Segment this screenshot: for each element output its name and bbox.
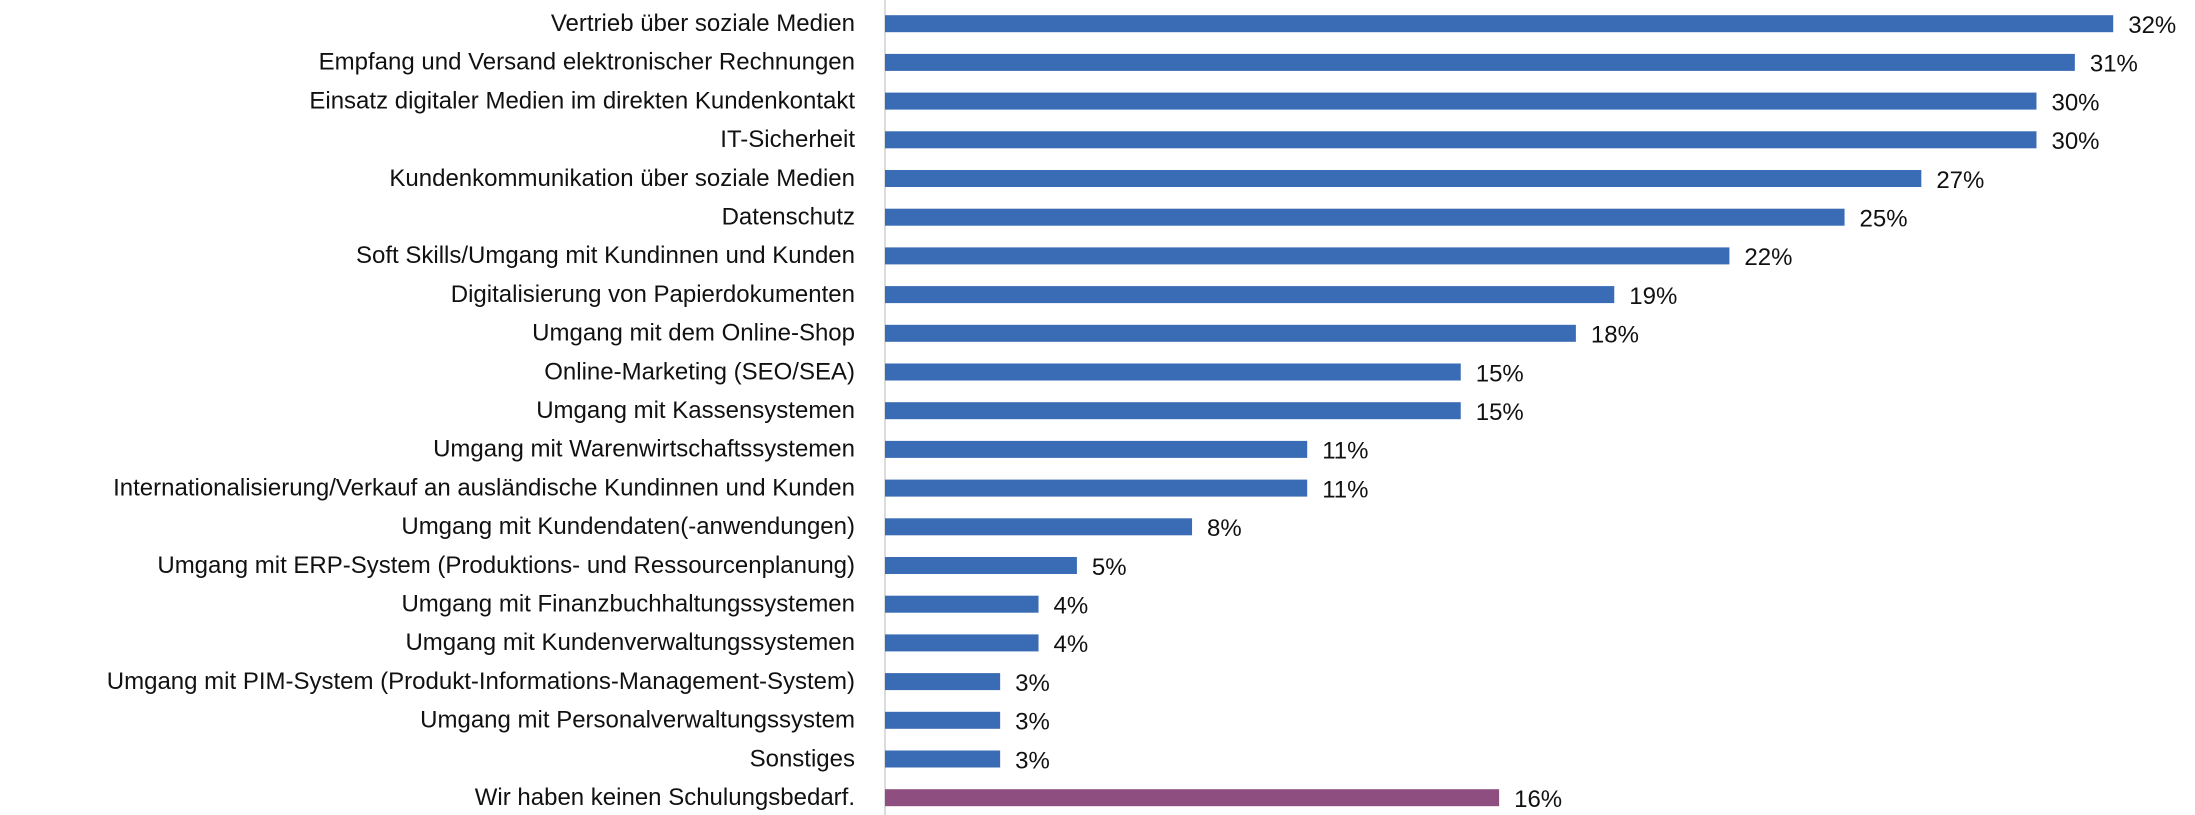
- category-label: Digitalisierung von Papierdokumenten: [451, 281, 855, 308]
- bar: [885, 247, 1730, 265]
- category-label: Kundenkommunikation über soziale Medien: [389, 165, 855, 192]
- bar: [885, 479, 1308, 497]
- bar: [885, 208, 1845, 226]
- value-label: 4%: [1054, 631, 1089, 658]
- bar: [885, 92, 2037, 110]
- value-label: 19%: [1629, 283, 1677, 310]
- bar: [885, 711, 1001, 729]
- category-label: Umgang mit ERP-System (Produktions- und …: [157, 552, 855, 579]
- bar: [885, 286, 1615, 304]
- bar: [885, 363, 1461, 381]
- category-label: Soft Skills/Umgang mit Kundinnen und Kun…: [356, 242, 855, 269]
- value-label: 25%: [1860, 206, 1908, 233]
- bar: [885, 402, 1461, 420]
- value-label: 32%: [2128, 12, 2176, 39]
- category-label: Umgang mit Personalverwaltungssystem: [420, 707, 855, 734]
- category-label: Datenschutz: [722, 204, 855, 231]
- value-label: 5%: [1092, 554, 1127, 581]
- value-label: 8%: [1207, 515, 1242, 542]
- bar: [885, 789, 1500, 807]
- bar: [885, 557, 1077, 574]
- value-label: 18%: [1591, 322, 1639, 349]
- value-label: 3%: [1015, 747, 1050, 774]
- category-label: Wir haben keinen Schulungsbedarf.: [475, 784, 855, 811]
- category-label: Umgang mit dem Online-Shop: [532, 320, 855, 347]
- category-label: Umgang mit Finanzbuchhaltungssystemen: [401, 591, 855, 618]
- bar: [885, 440, 1308, 458]
- value-label: 30%: [2051, 128, 2099, 155]
- category-label: Online-Marketing (SEO/SEA): [544, 358, 855, 385]
- category-label: Vertrieb über soziale Medien: [551, 10, 855, 37]
- bar: [885, 53, 2075, 71]
- value-label: 11%: [1322, 476, 1368, 503]
- category-label: IT-Sicherheit: [720, 126, 855, 153]
- category-label: Umgang mit Kundenverwaltungssystemen: [405, 629, 855, 656]
- category-label: Umgang mit PIM-System (Produkt-Informati…: [107, 668, 855, 695]
- value-label: 27%: [1936, 167, 1984, 194]
- bar: [885, 15, 2114, 33]
- category-label: Empfang und Versand elektronischer Rechn…: [319, 49, 855, 76]
- bar: [885, 673, 1001, 691]
- value-label: 3%: [1015, 670, 1050, 697]
- value-label: 30%: [2051, 89, 2099, 116]
- category-label: Umgang mit Kassensystemen: [536, 397, 855, 424]
- value-label: 31%: [2090, 51, 2138, 78]
- bar: [885, 595, 1039, 613]
- value-label: 4%: [1054, 593, 1089, 620]
- value-label: 11%: [1322, 438, 1368, 465]
- bar: [885, 170, 1922, 187]
- bar: [885, 750, 1001, 768]
- category-label: Umgang mit Warenwirtschaftssystemen: [433, 436, 855, 463]
- bar: [885, 634, 1039, 652]
- category-label: Internationalisierung/Verkauf an ausländ…: [113, 474, 855, 501]
- value-label: 16%: [1514, 786, 1562, 813]
- value-label: 22%: [1744, 244, 1792, 271]
- value-label: 3%: [1015, 709, 1050, 736]
- bar: [885, 324, 1576, 342]
- bar: [885, 131, 2037, 149]
- bar: [885, 518, 1193, 536]
- value-label: 15%: [1476, 360, 1524, 387]
- category-label: Einsatz digitaler Medien im direkten Kun…: [309, 87, 855, 114]
- category-label: Umgang mit Kundendaten(-anwendungen): [401, 513, 855, 540]
- category-label: Sonstiges: [750, 745, 855, 772]
- value-label: 15%: [1476, 399, 1524, 426]
